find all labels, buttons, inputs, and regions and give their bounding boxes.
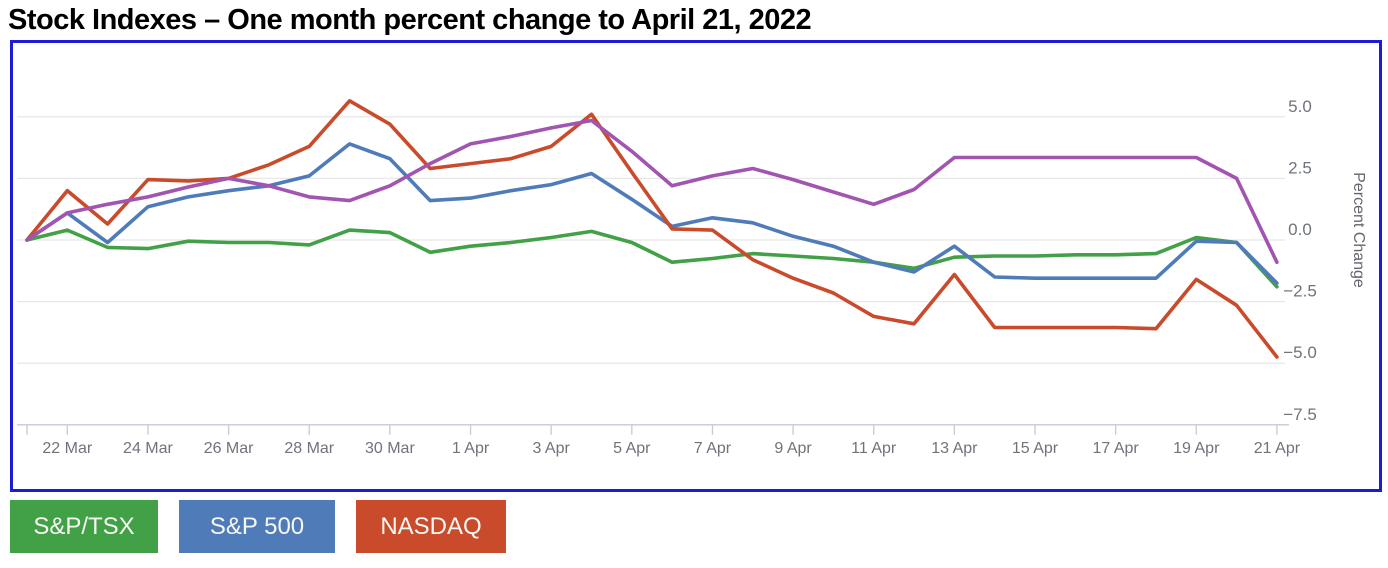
x-tick-label: 26 Mar	[204, 440, 254, 457]
legend-item-sp-500[interactable]: S&P 500	[179, 500, 335, 553]
y-tick-label: 2.5	[1288, 158, 1312, 177]
x-tick-label: 19 Apr	[1173, 440, 1220, 457]
page-title: Stock Indexes – One month percent change…	[8, 4, 812, 36]
y-tick-label: −5.0	[1283, 343, 1317, 362]
y-tick-label: 5.0	[1288, 97, 1312, 116]
series-line-s-p-500	[25, 142, 1279, 285]
y-axis-title: Percent Change	[1350, 172, 1367, 288]
y-tick-label: 0.0	[1288, 220, 1312, 239]
series-line-nasdaq	[25, 98, 1279, 359]
x-tick-label: 11 Apr	[851, 440, 897, 457]
x-tick-label: 15 Apr	[1012, 440, 1059, 457]
chart-container: 5.0 2.5 0.0 −2.5 −5.0 −7.5 22 Mar 24 Mar 26 Mar 2…	[10, 40, 1382, 492]
legend-label-nasdaq: NASDAQ	[380, 512, 482, 540]
x-tick-label: 28 Mar	[284, 440, 334, 457]
x-tick-label: 17 Apr	[1093, 440, 1140, 457]
y-tick-label: −7.5	[1283, 405, 1317, 424]
legend-item-sp-tsx[interactable]: S&P/TSX	[10, 500, 158, 553]
legend-label-sp-500: S&P 500	[209, 512, 305, 540]
x-tick-label: 1 Apr	[452, 440, 490, 457]
x-tick-label: 3 Apr	[532, 440, 570, 457]
y-tick-label: −2.5	[1283, 282, 1317, 301]
x-tick-label: 22 Mar	[42, 440, 92, 457]
x-tick-label: 7 Apr	[694, 440, 732, 457]
legend-label-sp-tsx: S&P/TSX	[33, 512, 135, 540]
x-tick-label: 24 Mar	[123, 440, 173, 457]
series-line-unlabeled-purple-series	[25, 118, 1279, 264]
x-tick-label: 9 Apr	[774, 440, 812, 457]
series-line-s-p-tsx	[25, 228, 1279, 289]
legend-item-nasdaq[interactable]: NASDAQ	[356, 500, 506, 553]
x-tick-label: 21 Apr	[1254, 440, 1301, 457]
x-tick-label: 30 Mar	[365, 440, 415, 457]
legend: S&P/TSX S&P 500 NASDAQ	[10, 500, 1388, 553]
x-tick-label: 5 Apr	[613, 440, 651, 457]
x-tick-label: 13 Apr	[931, 440, 978, 457]
chart-canvas: 5.0 2.5 0.0 −2.5 −5.0 −7.5 22 Mar 24 Mar 26 Mar 2…	[17, 97, 1367, 457]
